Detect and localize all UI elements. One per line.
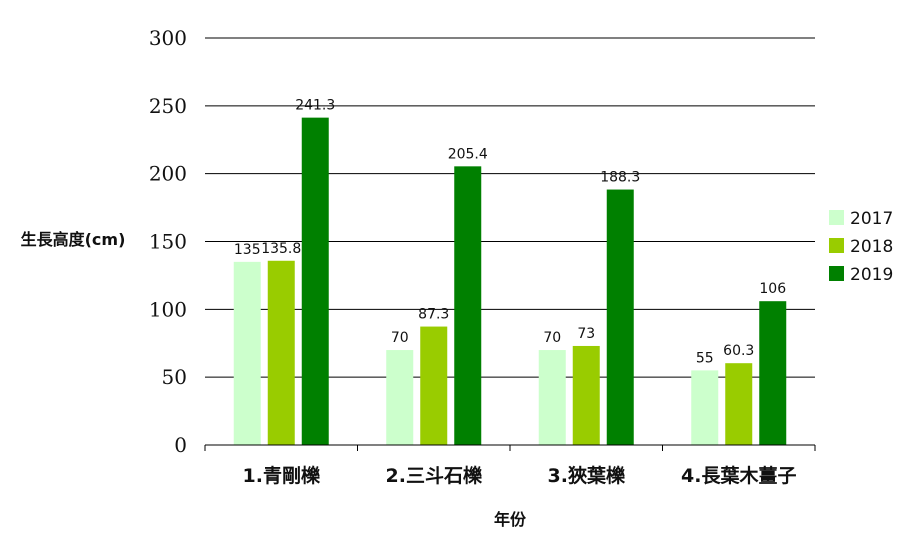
bar-2018 xyxy=(420,326,448,445)
legend-label: 2019 xyxy=(850,265,893,285)
legend-swatch-2018 xyxy=(829,238,844,253)
gridlines xyxy=(205,37,815,378)
y-tick-label: 250 xyxy=(149,94,187,118)
bar-2017 xyxy=(386,350,414,445)
data-label: 70 xyxy=(543,330,561,346)
y-tick-label: 0 xyxy=(174,433,187,457)
y-tick-label: 100 xyxy=(149,297,187,321)
data-label: 205.4 xyxy=(448,146,488,162)
bar-2018 xyxy=(725,363,753,445)
bar-2019 xyxy=(301,117,329,446)
legend-swatch-2017 xyxy=(829,210,844,225)
legend-label: 2018 xyxy=(850,237,893,257)
y-tick-label: 300 xyxy=(149,26,187,50)
x-tick-label: 3.狹葉櫟 xyxy=(548,464,626,487)
x-axis-label: 年份 xyxy=(494,510,527,529)
bar-2018 xyxy=(267,260,295,445)
data-label: 73 xyxy=(577,326,595,342)
bar-2017 xyxy=(538,350,566,445)
data-label: 55 xyxy=(696,350,714,366)
y-tick-label: 150 xyxy=(149,230,187,254)
data-label: 135.8 xyxy=(261,241,301,257)
data-labels: 135 135.8 241.3 70 87.3 205.4 70 73 188.3 55 60.3 1… xyxy=(234,98,786,367)
legend-label: 2017 xyxy=(850,209,893,229)
bar-2019 xyxy=(454,166,482,445)
data-label: 188.3 xyxy=(600,170,640,186)
bar-2019 xyxy=(759,301,787,445)
axes: 0 50 100 150 200 250 300 1.青剛櫟 2.三斗石櫟 3.狹葉櫟 4.長葉木薑… xyxy=(149,26,816,487)
data-label: 135 xyxy=(234,242,261,258)
y-tick-label: 200 xyxy=(149,162,187,186)
x-tick-label: 4.長葉木薑子 xyxy=(681,464,796,487)
bar-2017 xyxy=(691,370,719,445)
data-label: 87.3 xyxy=(418,307,449,323)
y-tick-label: 50 xyxy=(162,365,187,389)
bar-2017 xyxy=(233,261,261,445)
data-label: 70 xyxy=(391,330,409,346)
bar-2018 xyxy=(572,345,600,445)
x-tick-label: 2.三斗石櫟 xyxy=(386,464,483,487)
y-axis-label: 生長高度(cm) xyxy=(21,230,126,249)
x-tick-label: 1.青剛櫟 xyxy=(243,464,321,487)
data-label: 60.3 xyxy=(723,343,754,359)
bar-2019 xyxy=(606,189,634,445)
bars xyxy=(233,117,787,446)
legend: 2017 2018 2019 xyxy=(829,209,893,285)
legend-swatch-2019 xyxy=(829,266,844,281)
data-label: 106 xyxy=(759,281,786,297)
data-label: 241.3 xyxy=(295,98,335,114)
